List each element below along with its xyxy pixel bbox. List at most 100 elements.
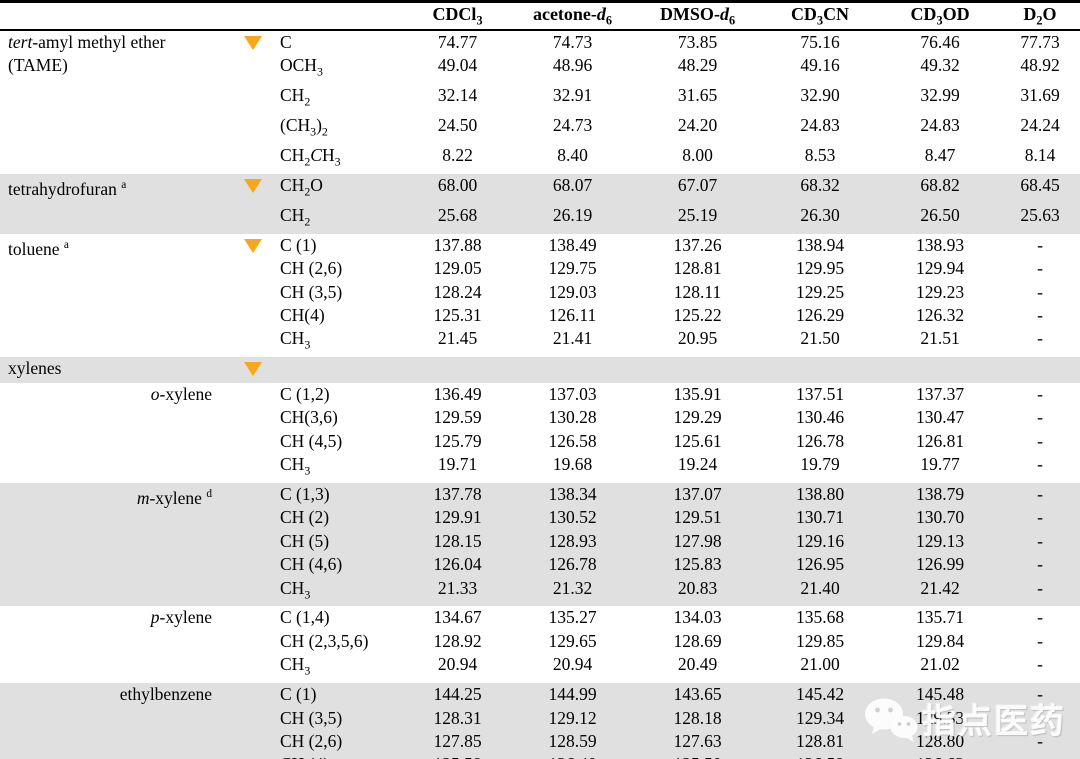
assignment-cell: C (1,3) (278, 482, 405, 507)
value-cell: 129.05 (433, 258, 482, 279)
value-cell: 49.32 (920, 55, 960, 76)
value-cell: 24.83 (800, 115, 840, 136)
value-cell: 126.40 (510, 753, 635, 759)
compound-cell: toluene a (8, 238, 69, 259)
triangle-down-icon (244, 362, 262, 377)
value-cell: 130.52 (510, 506, 635, 530)
value-cell: 49.04 (437, 55, 478, 76)
value-cell: - (1000, 553, 1080, 577)
value-cell: 26.30 (760, 203, 880, 234)
value-cell: 24.73 (552, 115, 593, 136)
value-cell: 31.69 (1020, 85, 1060, 106)
value-cell: 129.34 (760, 706, 880, 730)
value-cell: 74.73 (552, 32, 593, 52)
assignment-cell: CH(4) (280, 305, 325, 326)
value-cell: 129.25 (795, 281, 845, 302)
table-row: o-xylene C (1,2) 136.49 137.03 135.91 137.51 1… (0, 383, 1080, 406)
header-corner-spacer (0, 2, 405, 31)
solvent-header: CDCl3 (432, 3, 483, 28)
value-cell: 126.11 (548, 305, 597, 326)
value-cell: 134.03 (673, 607, 722, 628)
value-cell: 25.68 (405, 203, 510, 234)
value-cell: 126.59 (760, 753, 880, 759)
assignment-cell: CH (4,5) (280, 430, 343, 451)
assignment-cell: CH (2,3,5,6) (280, 630, 369, 651)
value-cell: 129.65 (548, 630, 597, 651)
value-cell: 138.93 (915, 234, 965, 255)
marker-cell (228, 482, 278, 607)
table-row: toluene a C (1) 137.88 138.49 137.26 138.94 13… (0, 234, 1080, 259)
value-cell: - (1037, 281, 1043, 302)
value-cell: 19.24 (677, 454, 718, 474)
table-row: CH (2,6) 129.05 129.75 128.81 129.95 129.94 - (0, 257, 1080, 280)
value-cell: 128.81 (760, 729, 880, 754)
value-cell: 73.85 (677, 32, 718, 52)
value-cell: - (1037, 654, 1043, 675)
value-cell: 8.22 (442, 145, 473, 166)
assignment-cell: OCH3 (280, 55, 323, 79)
value-cell: - (1037, 234, 1043, 255)
value-cell: 19.77 (920, 454, 960, 474)
assignment-cell: C (1) (280, 234, 317, 255)
solvent-header: D2O (1023, 3, 1057, 28)
value-cell: 128.81 (673, 258, 722, 279)
value-cell: 129.59 (433, 407, 482, 428)
compound-cell: o-xylene (150, 383, 212, 404)
value-cell: 128.31 (405, 706, 510, 730)
table-row: CH (4,5) 125.79 126.58 125.61 126.78 126.81 - (0, 430, 1080, 453)
marker-cell (228, 383, 278, 483)
header-row: CDCl3 acetone-d6 DMSO-d6 CD3CN CD3OD D2O (0, 2, 1080, 31)
value-cell: 32.99 (920, 85, 960, 106)
value-cell: 135.71 (915, 607, 965, 628)
value-cell: 31.65 (677, 85, 718, 106)
table-row: (CH3)2 24.50 24.73 24.20 24.83 24.83 24.24 (0, 114, 1080, 144)
value-cell: - (1000, 482, 1080, 507)
value-cell: 126.29 (795, 305, 845, 326)
value-cell: 127.85 (405, 729, 510, 754)
table-row: CH(3,6) 129.59 130.28 129.29 130.46 130.47 - (0, 406, 1080, 429)
value-cell: - (1037, 383, 1043, 404)
table-row: tetrahydrofuran a CH2O 68.00 68.07 67.07 68.3… (0, 174, 1080, 234)
table-row: p-xylene C (1,4) 134.67 135.27 134.03 135.68 1… (0, 606, 1080, 629)
value-cell: 135.91 (673, 383, 722, 404)
value-cell: 135.27 (548, 607, 597, 628)
value-cell: 25.19 (635, 203, 760, 234)
value-cell: 126.32 (915, 305, 965, 326)
value-cell: 32.14 (437, 85, 478, 106)
assignment-cell: CH (2,6) (278, 729, 405, 754)
value-cell: 21.50 (800, 328, 840, 349)
compound-cell: tetrahydrofuran a (0, 174, 228, 234)
table-row: m-xylene d C (1,3) 137.78 138.34 137.07 138.8… (0, 482, 1080, 607)
value-cell: 125.22 (673, 305, 722, 326)
value-cell: 125.50 (635, 753, 760, 759)
value-cell: 138.34 (510, 482, 635, 507)
value-cell: - (1037, 454, 1043, 474)
value-cell: 135.68 (795, 607, 845, 628)
value-cell: 20.94 (552, 654, 593, 675)
value-cell: 26.19 (510, 203, 635, 234)
value-cell: 21.40 (760, 576, 880, 607)
table-row: CH3 21.33 21.32 20.83 21.40 21.42- (0, 576, 1080, 607)
value-cell: 21.33 (405, 576, 510, 607)
table-row: CH (4)125.58126.40125.50126.59126.62- (0, 753, 1080, 759)
value-cell: - (1037, 258, 1043, 279)
value-cell: 128.69 (673, 630, 722, 651)
compound-cell: ethylbenzene (0, 683, 228, 759)
value-cell: 21.51 (920, 328, 960, 349)
value-cell: 134.67 (433, 607, 482, 628)
value-cell: 126.99 (880, 553, 1000, 577)
value-cell: 130.70 (880, 506, 1000, 530)
value-cell: 125.83 (635, 553, 760, 577)
value-cell: 8.00 (682, 145, 713, 166)
value-cell: 49.16 (800, 55, 840, 76)
marker-cell (228, 683, 278, 759)
assignment-cell: CH (3,5) (280, 281, 343, 302)
value-cell: 129.13 (880, 529, 1000, 554)
value-cell: - (1000, 506, 1080, 530)
value-cell: 21.41 (552, 328, 593, 349)
triangle-down-icon (244, 238, 262, 253)
assignment-cell: CH (2) (278, 506, 405, 530)
value-cell: 68.45 (1000, 174, 1080, 204)
value-cell: 128.59 (510, 729, 635, 754)
